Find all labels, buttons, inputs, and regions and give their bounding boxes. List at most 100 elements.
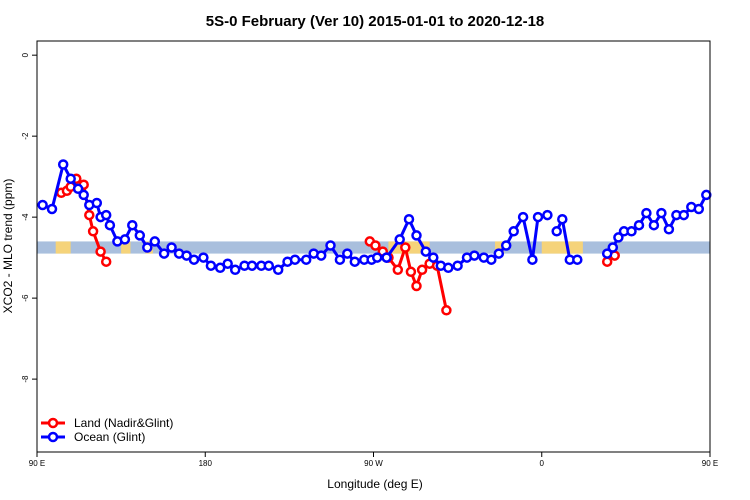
data-point — [542, 209, 553, 221]
legend-label: Ocean (Glint) — [74, 430, 145, 444]
data-point — [198, 252, 209, 263]
y-axis-label: XCO2 - MLO trend (ppm) — [1, 179, 15, 314]
legend-item: Land (Nadir&Glint) — [41, 416, 173, 430]
data-point — [78, 189, 89, 201]
series-group — [37, 159, 712, 276]
x-axis: 90 E 180 90 W 0 90 E — [29, 452, 718, 468]
x-axis-label: Longitude (deg E) — [327, 477, 422, 491]
data-point — [214, 262, 226, 274]
data-point — [95, 246, 106, 257]
data-point — [601, 248, 613, 259]
data-point — [508, 226, 519, 237]
data-point — [263, 260, 275, 271]
data-point — [452, 260, 463, 271]
x-tick-label: 180 — [199, 459, 213, 468]
data-point — [188, 254, 200, 265]
data-point — [557, 213, 568, 225]
data-point — [149, 236, 161, 247]
data-point — [246, 260, 258, 271]
data-point — [158, 248, 170, 259]
data-point — [493, 248, 505, 259]
land-band — [495, 241, 505, 254]
data-point — [701, 189, 712, 201]
data-point — [371, 252, 383, 263]
series-line — [555, 214, 578, 262]
data-point — [441, 305, 452, 316]
data-point — [500, 240, 512, 251]
data-point — [342, 248, 353, 259]
data-point — [381, 252, 392, 263]
data-point — [289, 254, 301, 265]
data-point — [166, 242, 177, 253]
data-point — [325, 240, 336, 251]
data-point — [100, 256, 112, 267]
data-point — [663, 224, 675, 235]
data-point — [181, 250, 192, 261]
data-point — [37, 199, 48, 211]
data-point — [486, 254, 497, 265]
series-group — [56, 173, 620, 316]
data-point — [572, 254, 583, 265]
data-point — [300, 254, 312, 265]
legend-item: Ocean (Glint) — [41, 430, 145, 444]
data-point — [411, 230, 422, 241]
data-point — [87, 226, 99, 237]
data-point — [532, 211, 544, 223]
data-point — [420, 246, 432, 257]
data-point — [656, 207, 667, 219]
y-tick-label: -2 — [21, 132, 30, 140]
y-tick-label: -6 — [21, 294, 30, 302]
data-point — [469, 250, 480, 261]
data-point — [57, 159, 69, 170]
data-point — [601, 256, 613, 267]
data-point — [527, 254, 538, 265]
data-point — [334, 254, 346, 265]
y-tick-label: 0 — [21, 52, 30, 57]
land-band — [541, 241, 583, 254]
legend-marker — [47, 417, 59, 429]
x-tick-label: 0 — [540, 459, 545, 468]
data-point — [648, 219, 660, 231]
data-point — [626, 226, 637, 237]
data-point — [392, 264, 404, 276]
x-tick-label: 90 E — [702, 459, 718, 468]
data-point — [127, 219, 138, 231]
data-point — [84, 209, 95, 221]
data-point — [607, 242, 619, 253]
data-point — [613, 232, 624, 243]
data-point — [222, 258, 233, 269]
data-point — [428, 252, 439, 263]
data-point — [349, 256, 361, 267]
data-point — [693, 203, 705, 215]
data-point — [400, 242, 411, 253]
land-band — [121, 241, 131, 254]
chart-title: 5S-0 February (Ver 10) 2015-01-01 to 202… — [206, 13, 545, 30]
data-point — [134, 230, 146, 241]
data-point — [229, 264, 241, 276]
data-point — [678, 209, 690, 221]
data-point — [315, 250, 327, 261]
data-point — [403, 213, 415, 225]
data-point — [394, 234, 405, 245]
x-tick-label: 90 E — [29, 459, 45, 468]
y-tick-label: -8 — [21, 375, 30, 383]
data-point — [416, 264, 428, 276]
land-band — [55, 241, 71, 254]
data-point — [72, 183, 84, 195]
data-point — [104, 219, 116, 231]
y-tick-label: -4 — [21, 213, 30, 221]
data-point — [405, 266, 417, 278]
legend: Land (Nadir&Glint)Ocean (Glint) — [41, 416, 173, 444]
data-point — [443, 262, 454, 274]
data-point — [100, 209, 112, 221]
series-layer — [37, 159, 712, 316]
legend-marker — [47, 431, 59, 443]
legend-label: Land (Nadir&Glint) — [74, 416, 173, 430]
data-point — [272, 264, 284, 276]
data-point — [641, 207, 652, 219]
data-point — [370, 240, 381, 251]
data-point — [91, 197, 103, 209]
data-point — [65, 173, 76, 184]
series-line — [42, 160, 387, 272]
